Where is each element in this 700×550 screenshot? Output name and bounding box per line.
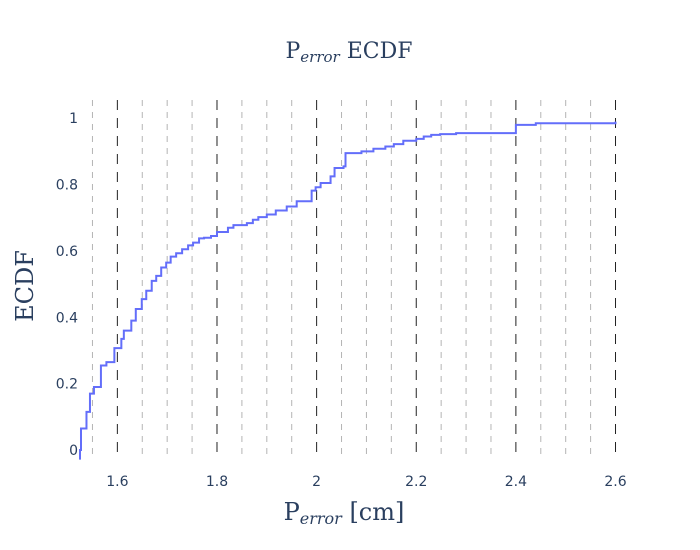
x-tick-label: 1.8 xyxy=(206,474,228,490)
y-tick-label: 0 xyxy=(69,443,78,459)
chart-title: Perror ECDF xyxy=(285,39,412,66)
x-axis-tick-labels: 1.6 1.8 2 2.2 2.4 2.6 xyxy=(106,474,627,490)
x-tick-label: 2.4 xyxy=(505,474,527,490)
y-axis-tick-labels: 0 0.2 0.4 0.6 0.8 1 xyxy=(56,111,78,459)
y-tick-label: 0.6 xyxy=(56,244,78,260)
x-tick-label: 2.6 xyxy=(604,474,626,490)
x-tick-label: 2 xyxy=(312,474,321,490)
x-tick-label: 1.6 xyxy=(106,474,128,490)
y-tick-label: 0.4 xyxy=(56,310,78,326)
ecdf-step-line xyxy=(79,121,617,460)
vertical-gridlines xyxy=(91,100,617,460)
x-tick-label: 2.2 xyxy=(405,474,427,490)
plot-area xyxy=(79,121,617,460)
y-tick-label: 0.2 xyxy=(56,377,78,393)
y-axis-title: ECDF xyxy=(11,250,39,322)
x-axis-title: Perror [cm] xyxy=(284,498,405,528)
y-tick-label: 0.8 xyxy=(56,178,78,194)
y-tick-label: 1 xyxy=(69,111,78,127)
